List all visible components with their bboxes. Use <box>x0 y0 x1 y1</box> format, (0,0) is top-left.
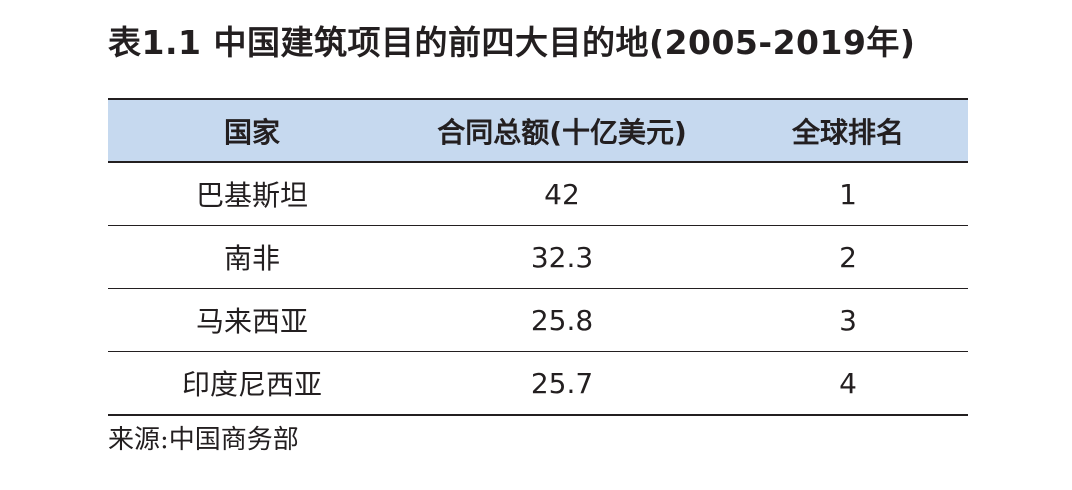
table-row: 印度尼西亚 25.7 4 <box>108 351 968 416</box>
header-global-rank: 全球排名 <box>728 98 968 163</box>
table-row: 马来西亚 25.8 3 <box>108 288 968 352</box>
cell-contract-amount: 25.8 <box>396 288 728 352</box>
cell-global-rank: 2 <box>728 225 968 289</box>
cell-global-rank: 1 <box>728 162 968 226</box>
header-contract-amount: 合同总额(十亿美元) <box>396 98 728 163</box>
cell-country: 南非 <box>108 225 396 289</box>
cell-contract-amount: 32.3 <box>396 225 728 289</box>
table-row: 南非 32.3 2 <box>108 225 968 289</box>
cell-country: 巴基斯坦 <box>108 162 396 226</box>
table-header-row: 国家 合同总额(十亿美元) 全球排名 <box>108 98 968 163</box>
destinations-table: 国家 合同总额(十亿美元) 全球排名 巴基斯坦 42 1 南非 32.3 2 马… <box>108 98 968 416</box>
table-row: 巴基斯坦 42 1 <box>108 162 968 226</box>
header-country: 国家 <box>108 98 396 163</box>
cell-contract-amount: 42 <box>396 162 728 226</box>
cell-country: 印度尼西亚 <box>108 351 396 416</box>
source-note: 来源:中国商务部 <box>108 425 299 455</box>
table-title: 表1.1 中国建筑项目的前四大目的地(2005-2019年) <box>108 23 916 62</box>
cell-country: 马来西亚 <box>108 288 396 352</box>
cell-global-rank: 4 <box>728 351 968 416</box>
cell-contract-amount: 25.7 <box>396 351 728 416</box>
cell-global-rank: 3 <box>728 288 968 352</box>
